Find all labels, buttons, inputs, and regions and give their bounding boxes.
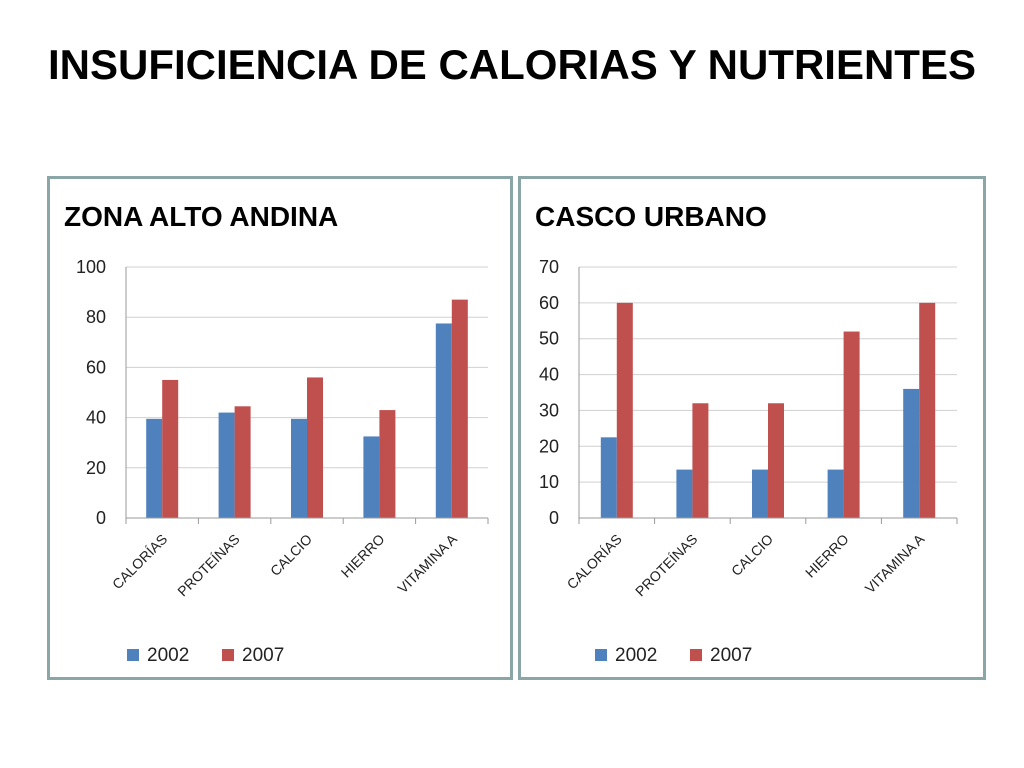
x-tick-label: CALORÍAS: [564, 531, 625, 592]
y-tick-label: 40: [539, 365, 559, 385]
bar-2002: [676, 469, 693, 518]
legend-label: 2007: [710, 645, 752, 666]
y-tick-label: 100: [76, 257, 106, 277]
chart-panel-casco-urbano: CASCO URBANO 0 10 20 30 40 50 60 70 CALORÍAS PROT…: [518, 176, 986, 680]
bar-2002: [903, 388, 920, 518]
bar-2002: [218, 412, 235, 518]
bar-2002: [435, 323, 452, 518]
x-tick-label: CALCIO: [267, 531, 315, 579]
y-tick-label: 0: [549, 508, 559, 528]
x-tick-label: HIERRO: [802, 531, 852, 581]
y-tick-label: 30: [539, 400, 559, 420]
bar-2002: [600, 437, 617, 518]
x-tick-label: VITAMINA A: [394, 530, 460, 596]
x-tick-label: CALCIO: [728, 531, 776, 579]
legend-swatch-2007: [222, 649, 234, 661]
bar-2002: [291, 418, 307, 518]
bar-2007: [919, 302, 936, 518]
legend-swatch-2002: [595, 649, 607, 661]
x-tick-label: PROTEÍNAS: [174, 531, 243, 600]
chart-title: ZONA ALTO ANDINA: [64, 201, 339, 232]
bar-2007: [692, 403, 709, 518]
slide-title-text: INSUFICIENCIA DE CALORIAS Y NUTRIENTES: [48, 41, 976, 88]
bar-chart-alto-andina: 0 20 40 60 80 100 CALORÍAS PROTEÍNAS CALCIO HIERR…: [76, 257, 489, 666]
bar-chart-casco-urbano: 0 10 20 30 40 50 60 70 CALORÍAS PROTEÍNAS CALCIO HI…: [539, 257, 958, 666]
legend-swatch-2002: [127, 649, 139, 661]
bar-2007: [234, 406, 251, 518]
bar-2007: [843, 331, 860, 518]
legend-label: 2002: [615, 645, 657, 666]
chart-title: CASCO URBANO: [535, 201, 767, 232]
bar-2002: [752, 469, 768, 518]
y-tick-label: 60: [539, 293, 559, 313]
y-tick-label: 10: [539, 472, 559, 492]
bar-2007: [616, 302, 633, 518]
chart-panel-alto-andina: ZONA ALTO ANDINA 0 20 40 60 80 100 CALORÍAS PRO…: [47, 176, 513, 680]
legend-label: 2002: [147, 645, 189, 666]
legend-label: 2007: [242, 645, 284, 666]
bar-2007: [451, 299, 468, 518]
y-tick-label: 50: [539, 329, 559, 349]
y-tick-label: 0: [96, 508, 106, 528]
y-tick-label: 80: [86, 307, 106, 327]
y-tick-label: 20: [86, 458, 106, 478]
bar-2007: [379, 410, 396, 518]
x-tick-label: HIERRO: [338, 531, 388, 581]
bar-2002: [363, 436, 380, 518]
x-tick-label: PROTEÍNAS: [632, 531, 701, 600]
bar-2002: [146, 418, 163, 518]
bar-2002: [827, 469, 844, 518]
legend-swatch-2007: [690, 649, 702, 661]
y-tick-label: 20: [539, 436, 559, 456]
slide-title: INSUFICIENCIA DE CALORIAS Y NUTRIENTES: [0, 40, 1024, 90]
bar-2007: [162, 379, 179, 518]
x-tick-label: CALORÍAS: [109, 531, 170, 592]
y-tick-label: 40: [86, 408, 106, 428]
y-tick-label: 70: [539, 257, 559, 277]
bar-2007: [307, 377, 323, 518]
x-tick-label: VITAMINA A: [862, 530, 928, 596]
y-tick-label: 60: [86, 357, 106, 377]
bar-2007: [768, 403, 784, 518]
